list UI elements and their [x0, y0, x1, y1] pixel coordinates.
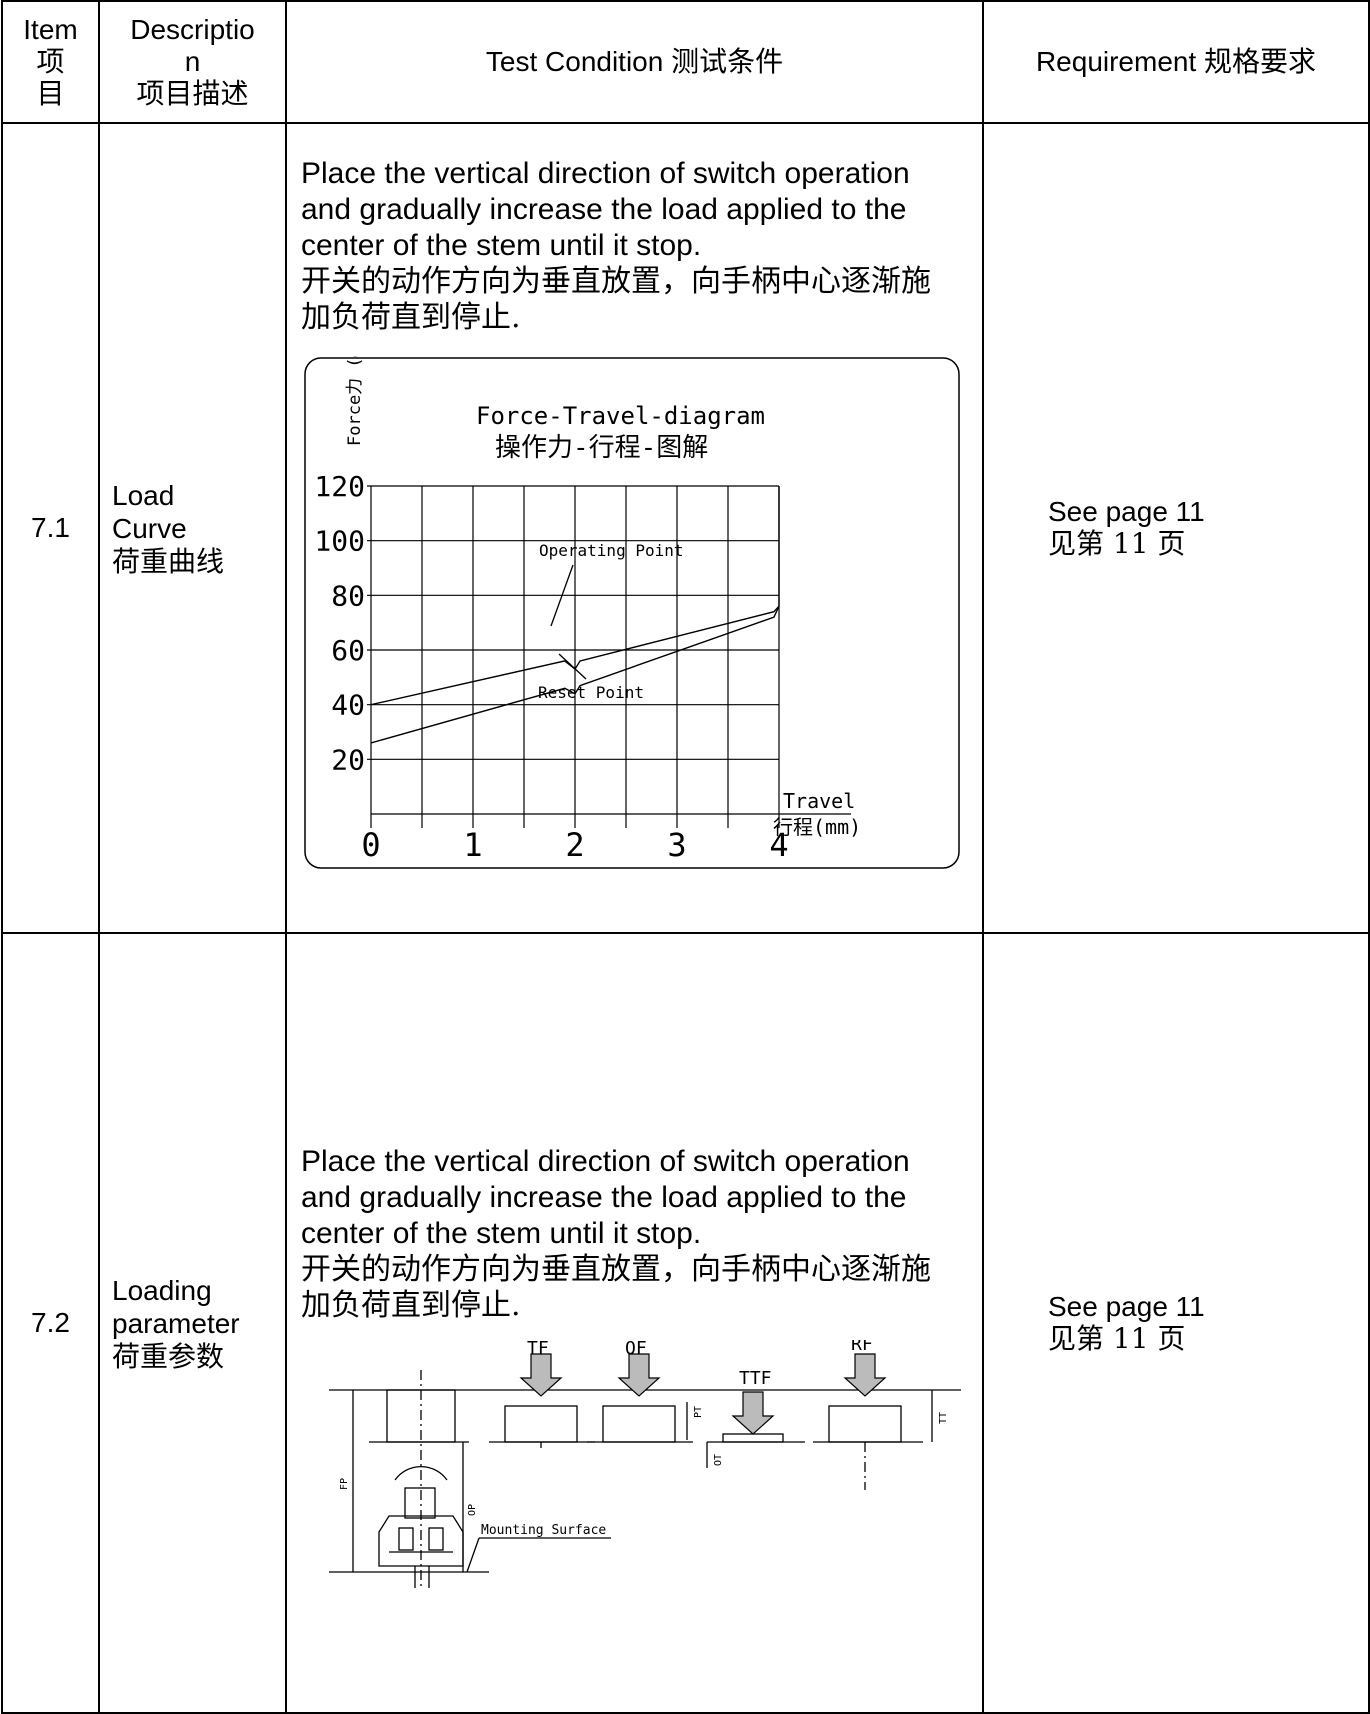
rf-arrow	[843, 1353, 887, 1397]
desc-line: Curve	[112, 512, 187, 544]
rf-label: RF	[851, 1340, 873, 1355]
x-axis-label-cn: 行程(mm)	[773, 815, 861, 839]
y-tick-label: 20	[331, 743, 365, 776]
y-axis-label: Force力 (gf)	[345, 356, 365, 446]
ttf-arrow	[731, 1391, 775, 1435]
rf-stem	[828, 1405, 902, 1443]
force-curve-release	[370, 605, 780, 744]
header-requirement-label: Requirement 规格要求	[1035, 46, 1317, 77]
ttf-label: TTF	[739, 1368, 772, 1389]
reset-point-label: Reset Point	[538, 683, 644, 702]
item-description: Load Curve 荷重曲线	[98, 122, 287, 934]
pt-label: PT	[693, 1406, 704, 1418]
chart-title: Force-Travel-diagram	[476, 402, 765, 430]
operating-point-pointer	[550, 564, 574, 627]
switch-leg-left	[398, 1527, 414, 1551]
y-tick-label: 40	[331, 689, 365, 722]
desc-line: 荷重曲线	[112, 544, 225, 578]
header-row: Item 项 目 Descriptio n 项目描述 Test Conditio…	[1, 0, 1370, 124]
reset-point-pointer	[558, 653, 587, 680]
of-stem	[602, 1405, 676, 1443]
desc-line: parameter	[112, 1307, 240, 1339]
desc-line: Load	[112, 479, 175, 511]
condition-text: Place the vertical direction of switch o…	[301, 1144, 972, 1324]
condition-line: 开关的动作方向为垂直放置，向手柄中心逐渐施	[301, 1252, 931, 1287]
desc-line: Loading	[112, 1274, 212, 1306]
y-tick-label: 120	[314, 470, 365, 503]
header-item: Item 项 目	[1, 0, 100, 124]
switch-leg-right	[428, 1527, 444, 1551]
condition-line: Place the vertical direction of switch o…	[301, 1145, 910, 1178]
condition-line: and gradually increase the load applied …	[301, 193, 907, 226]
table-row: 7.2 Loading parameter 荷重参数 Place the ver…	[1, 932, 1370, 1714]
tf-arrow	[519, 1353, 563, 1397]
y-tick-label: 100	[314, 525, 365, 558]
x-tick-label: 0	[361, 826, 380, 864]
of-arrow	[617, 1353, 661, 1397]
x-tick-label: 3	[667, 826, 686, 864]
operating-point-label: Operating Point	[539, 541, 684, 560]
chart-lines	[370, 486, 780, 744]
condition-line: Place the vertical direction of switch o…	[301, 157, 910, 190]
tf-label: TF	[527, 1340, 549, 1359]
loading-parameter-diagram: TF OF TTF RF PT OT TT FP OP Mounting Sur…	[329, 1340, 961, 1590]
table-row: 7.1 Load Curve 荷重曲线 Place the vertical d…	[1, 122, 1370, 934]
requirement-line: 见第 11 页	[1048, 1322, 1186, 1355]
item-number: 7.2	[1, 932, 100, 1714]
condition-line: center of the stem until it stop.	[301, 229, 702, 262]
op-label: OP	[467, 1504, 478, 1516]
header-description: Descriptio n 项目描述	[98, 0, 287, 124]
switch-housing	[378, 1515, 464, 1567]
x-tick-label: 1	[463, 826, 482, 864]
requirement-line: See page 11	[1048, 1291, 1205, 1322]
test-condition: Place the vertical direction of switch o…	[285, 122, 984, 934]
chart-subtitle: 操作力-行程-图解	[495, 433, 708, 463]
ot-label: OT	[713, 1454, 724, 1466]
header-requirement: Requirement 规格要求	[982, 0, 1370, 124]
y-tick-label: 80	[331, 579, 365, 612]
header-description-cn: 项目描述	[136, 77, 249, 110]
test-condition: Place the vertical direction of switch o…	[285, 932, 984, 1714]
desc-line: 荷重参数	[112, 1339, 225, 1373]
condition-line: 加负荷直到停止.	[301, 300, 521, 335]
header-condition-label: Test Condition 测试条件	[485, 46, 784, 77]
fp-label: FP	[339, 1478, 350, 1490]
header-item-en: Item	[23, 14, 78, 45]
x-tick-label: 2	[565, 826, 584, 864]
condition-text: Place the vertical direction of switch o…	[301, 156, 972, 336]
header-item-cn-1: 项	[36, 45, 65, 78]
header-item-cn-2: 目	[36, 77, 65, 110]
x-tick-label: 4	[769, 826, 788, 864]
x-axis-label-en: Travel	[783, 789, 855, 813]
item-number: 7.1	[1, 122, 100, 934]
chart-ticks: 0 1 2 3 4 120 100 80 60 40 20	[314, 470, 788, 864]
ttf-stem	[722, 1433, 784, 1443]
condition-line: 加负荷直到停止.	[301, 1288, 521, 1323]
y-tick-label: 60	[331, 634, 365, 667]
requirement-line: See page 11	[1048, 496, 1205, 527]
requirement-line: 见第 11 页	[1048, 527, 1186, 560]
condition-line: center of the stem until it stop.	[301, 1217, 702, 1250]
switch-housing-top	[404, 1487, 436, 1519]
requirement: See page 11 见第 11 页	[982, 122, 1370, 934]
tt-label: TT	[938, 1412, 949, 1424]
mounting-surface-label: Mounting Surface	[481, 1523, 606, 1538]
tf-stem	[504, 1405, 578, 1443]
of-label: OF	[625, 1340, 647, 1359]
mounting-leader	[466, 1537, 480, 1573]
stem-circle	[394, 1466, 448, 1481]
item-description: Loading parameter 荷重参数	[98, 932, 287, 1714]
force-travel-chart: Force-Travel-diagram 操作力-行程-图解 Force力 (g…	[304, 356, 960, 869]
header-description-en-2: n	[184, 46, 201, 77]
condition-line: and gradually increase the load applied …	[301, 1181, 907, 1214]
requirement: See page 11 见第 11 页	[982, 932, 1370, 1714]
condition-line: 开关的动作方向为垂直放置，向手柄中心逐渐施	[301, 264, 931, 299]
header-condition: Test Condition 测试条件	[285, 0, 984, 124]
header-description-en-1: Descriptio	[130, 14, 255, 45]
